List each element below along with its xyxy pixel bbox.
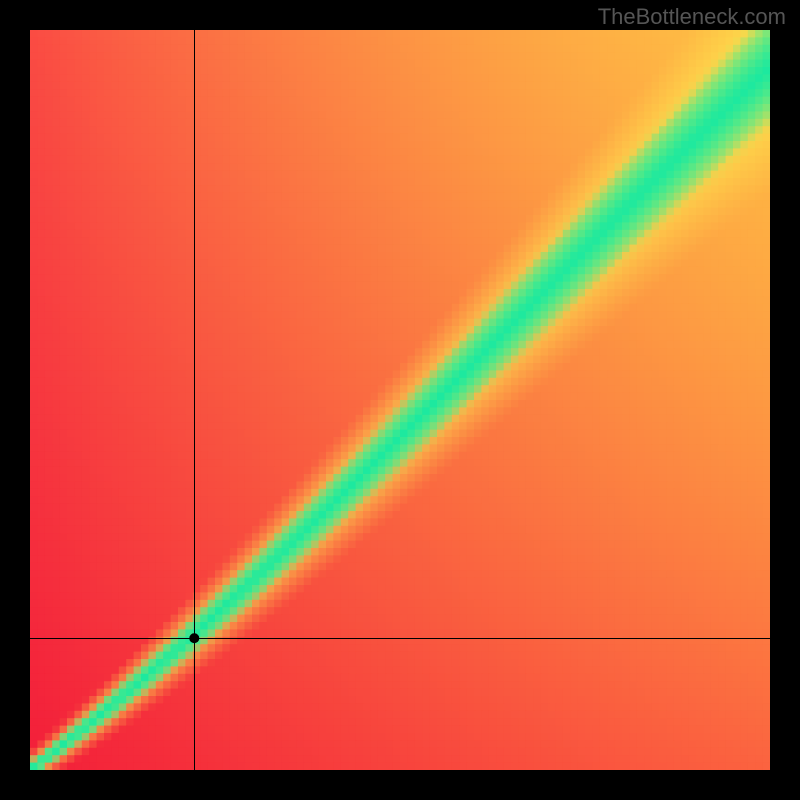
watermark-text: TheBottleneck.com bbox=[598, 4, 786, 30]
heatmap-plot bbox=[30, 30, 770, 770]
heatmap-canvas bbox=[30, 30, 770, 770]
